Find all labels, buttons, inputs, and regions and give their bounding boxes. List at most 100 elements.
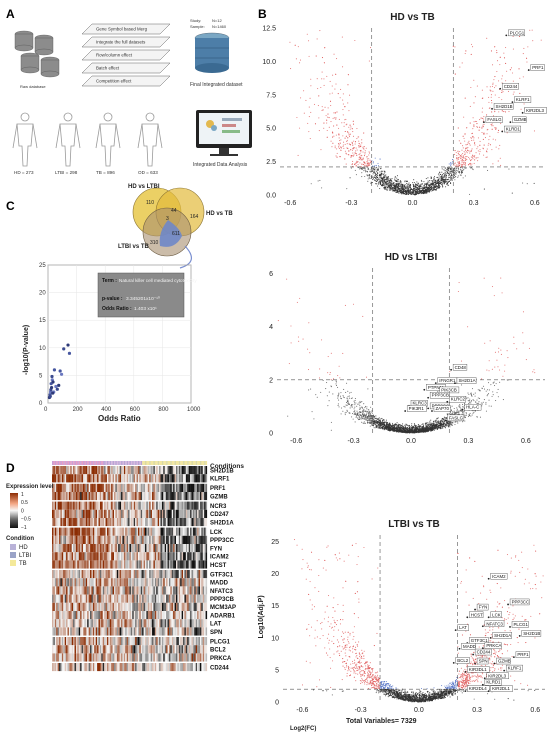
volcano-point xyxy=(363,166,365,168)
heatmap-cell xyxy=(195,578,198,587)
heatmap-gene-label: PLCG1 xyxy=(210,639,231,645)
heatmap-cell xyxy=(180,509,182,518)
volcano-point xyxy=(522,53,524,55)
heatmap-cell xyxy=(85,560,88,569)
heatmap-cell xyxy=(195,509,198,518)
heatmap-cell xyxy=(197,552,199,561)
heatmap-cell xyxy=(205,527,208,536)
heatmap-cell xyxy=(166,474,168,483)
heatmap-cell xyxy=(184,560,186,569)
volcano-point xyxy=(295,58,297,60)
heatmap-cell xyxy=(159,483,161,492)
heatmap-cell xyxy=(53,637,55,646)
heatmap-cell xyxy=(166,501,168,510)
heatmap-cell xyxy=(85,474,88,483)
volcano-point xyxy=(368,60,370,62)
condition-cell xyxy=(149,461,151,465)
heatmap-cell xyxy=(136,627,139,636)
volcano-point xyxy=(338,147,340,149)
volcano-point xyxy=(475,157,477,159)
heatmap-cell xyxy=(197,474,199,483)
heatmap-cell xyxy=(174,594,177,603)
heatmap-cell xyxy=(143,578,146,587)
heatmap-cell xyxy=(139,483,141,492)
volcano-point xyxy=(340,149,342,151)
raw-database-label: Raw database xyxy=(20,84,46,89)
heatmap-cell xyxy=(129,466,132,475)
heatmap-cell xyxy=(88,544,91,553)
heatmap-cell xyxy=(61,627,64,636)
volcano-point xyxy=(399,186,401,188)
heatmap-cell xyxy=(114,602,116,611)
volcano-point xyxy=(333,117,335,119)
heatmap-cell xyxy=(106,509,109,518)
heatmap-cell xyxy=(104,466,106,475)
heatmap-cell xyxy=(95,663,98,672)
heatmap-cell xyxy=(84,474,86,483)
volcano-point xyxy=(444,172,446,174)
heatmap-cell xyxy=(129,501,132,510)
heatmap-cell xyxy=(84,535,86,544)
volcano-point xyxy=(365,147,367,149)
heatmap-cell xyxy=(160,578,163,587)
heatmap-cell xyxy=(190,552,192,561)
heatmap-cell xyxy=(104,492,106,501)
heatmap-cell xyxy=(60,578,62,587)
volcano-point xyxy=(385,174,387,176)
volcano-point xyxy=(488,139,490,141)
heatmap-cell xyxy=(90,518,92,527)
heatmap-cell xyxy=(197,602,199,611)
heatmap-cell xyxy=(63,509,65,518)
heatmap-cell xyxy=(157,570,160,579)
heatmap-cell xyxy=(73,645,75,654)
volcano-point xyxy=(307,122,309,124)
heatmap-cell xyxy=(77,653,79,662)
volcano-point xyxy=(492,90,494,92)
volcano-point xyxy=(354,39,356,42)
heatmap-cell xyxy=(197,527,199,536)
volcano-point xyxy=(439,171,441,173)
heatmap-cell xyxy=(166,535,168,544)
heatmap-cell xyxy=(197,637,199,646)
heatmap-cell xyxy=(108,627,110,636)
volcano-point xyxy=(446,169,448,171)
heatmap-cell xyxy=(177,527,179,536)
heatmap-cell xyxy=(125,645,127,654)
volcano-point xyxy=(407,186,409,188)
heatmap-cell xyxy=(147,586,150,595)
heatmap-cell xyxy=(168,466,171,475)
heatmap-cell xyxy=(101,653,103,662)
heatmap-cell xyxy=(145,627,147,636)
heatmap-cell xyxy=(137,509,140,518)
info-p-key: p-value : xyxy=(102,296,123,302)
heatmap-cell xyxy=(80,627,82,636)
volcano-point xyxy=(532,40,534,42)
volcano-point xyxy=(376,175,378,177)
heatmap-cell xyxy=(154,602,157,611)
heatmap-cell xyxy=(135,501,137,510)
volcano-point xyxy=(383,173,385,175)
enrichment-point xyxy=(54,384,58,389)
volcano-point xyxy=(457,161,459,163)
heatmap-cell xyxy=(174,653,177,662)
heatmap-cell xyxy=(201,552,203,561)
expression-legend-title: Expression level xyxy=(6,484,54,490)
volcano-point xyxy=(511,72,514,74)
heatmap-cell xyxy=(173,653,175,662)
heatmap-cell xyxy=(95,627,98,636)
heatmap-cell xyxy=(188,535,191,544)
heatmap-cell xyxy=(63,560,65,569)
heatmap-cell xyxy=(94,560,96,569)
heatmap-cell xyxy=(156,535,158,544)
heatmap-cell xyxy=(97,637,99,646)
heatmap-cell xyxy=(84,552,86,561)
volcano-point xyxy=(454,179,456,181)
heatmap-cell xyxy=(84,501,86,510)
heatmap-cell xyxy=(154,483,157,492)
heatmap-cell xyxy=(187,552,189,561)
heatmap-cell xyxy=(171,474,174,483)
heatmap-cell xyxy=(126,627,129,636)
volcano-point xyxy=(426,182,428,184)
condition-cell xyxy=(183,461,185,465)
volcano-point xyxy=(502,91,504,93)
